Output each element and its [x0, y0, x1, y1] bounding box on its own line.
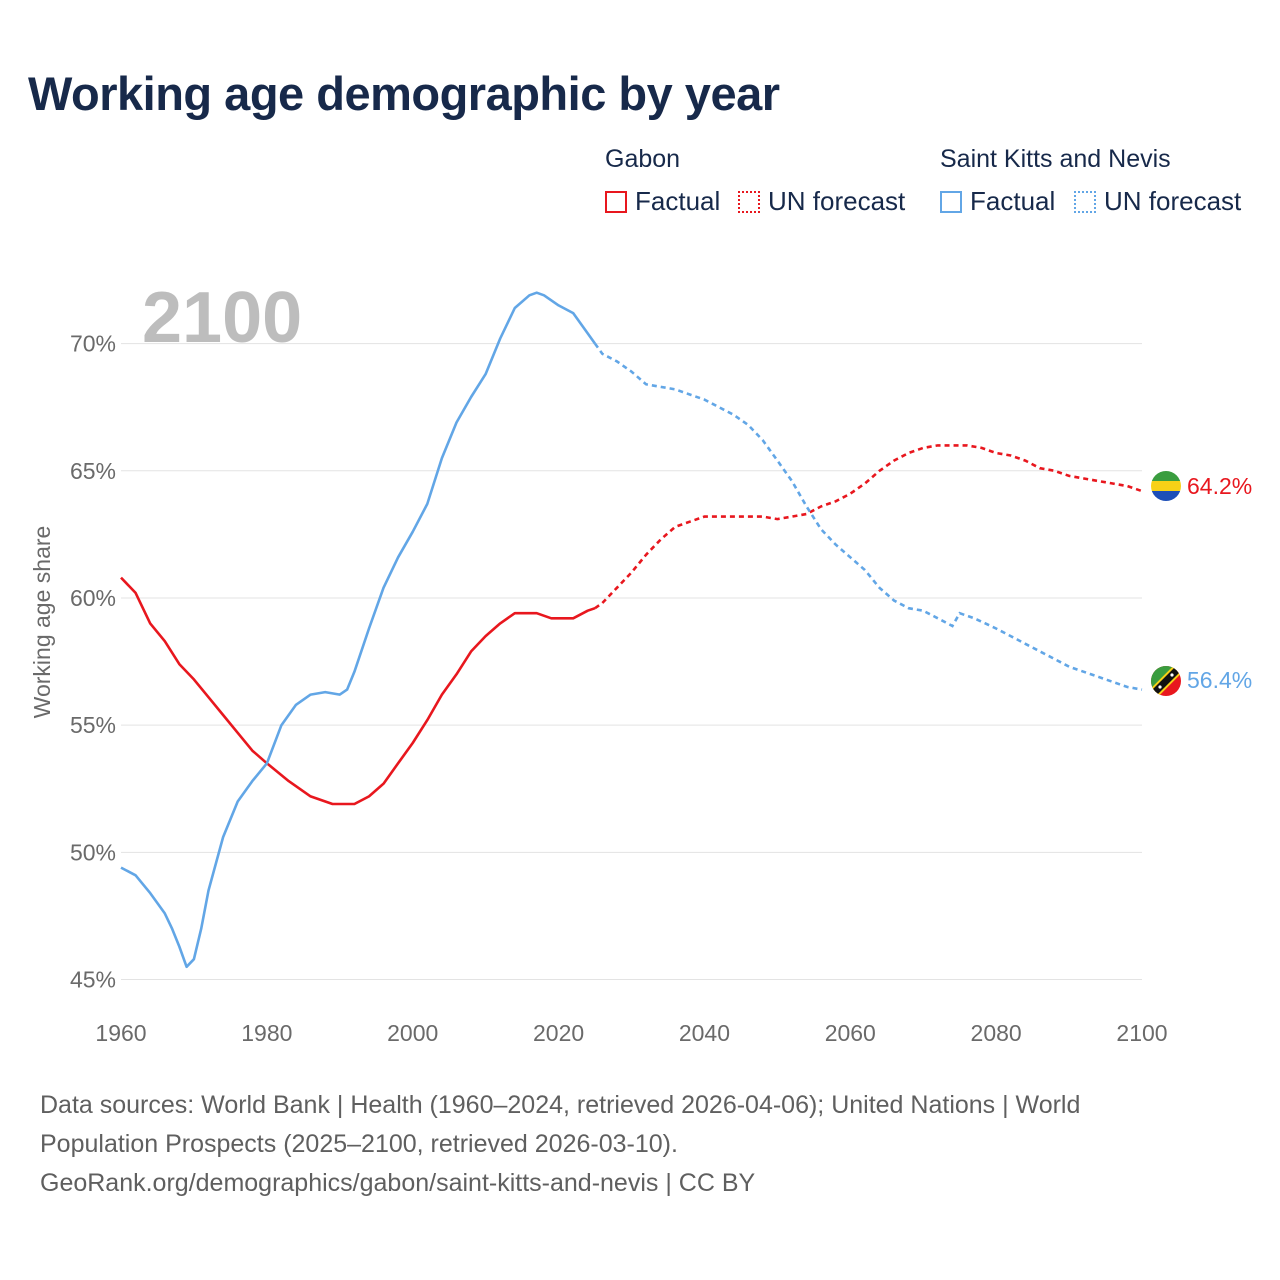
- y-tick-label: 50%: [70, 839, 116, 865]
- legend-skn-forecast-label: UN forecast: [1104, 186, 1242, 216]
- skn-factual-line[interactable]: [120, 291, 597, 969]
- legend-gabon-forecast-label: UN forecast: [768, 186, 906, 216]
- year-watermark: 2100: [142, 278, 302, 358]
- data-sources-footer: Data sources: World Bank | Health (1960–…: [40, 1086, 1220, 1203]
- gabon-forecast-line[interactable]: [594, 444, 1143, 610]
- skn-end-value-label: 56.4%: [1187, 667, 1252, 693]
- y-tick-label: 45%: [70, 967, 116, 993]
- x-tick-label: 2040: [679, 1020, 730, 1046]
- gabon-flag-icon: [1151, 471, 1181, 501]
- line-chart: 45% 50% 55% 60% 65% 70% 1960 1980 2000 2020 2040 20…: [29, 278, 1252, 1046]
- legend-gabon-factual[interactable]: Factual: [605, 186, 720, 217]
- legend-skn-factual-swatch: [940, 190, 962, 213]
- gabon-end-value-label: 64.2%: [1187, 473, 1252, 499]
- legend-skn-title: Saint Kitts and Nevis: [940, 145, 1171, 173]
- x-tick-label: 2060: [825, 1020, 876, 1046]
- x-tick-label: 2000: [387, 1020, 438, 1046]
- footer-line-1: Data sources: World Bank | Health (1960–…: [40, 1091, 1081, 1119]
- legend-gabon-title: Gabon: [605, 145, 681, 173]
- gabon-factual-line[interactable]: [120, 576, 596, 806]
- y-tick-label: 70%: [70, 331, 116, 357]
- legend-gabon-forecast-swatch: [738, 190, 760, 213]
- footer-line-2: Population Prospects (2025–2100, retriev…: [40, 1130, 678, 1158]
- saint-kitts-and-nevis-flag-icon: [1151, 666, 1181, 696]
- legend-gabon-factual-label: Factual: [635, 186, 721, 216]
- legend-skn-factual-label: Factual: [970, 186, 1056, 216]
- footer-line-3[interactable]: GeoRank.org/demographics/gabon/saint-kit…: [40, 1169, 756, 1197]
- y-tick-label: 55%: [70, 712, 116, 738]
- x-tick-label: 2080: [971, 1020, 1022, 1046]
- x-tick-label: 1960: [95, 1020, 146, 1046]
- x-tick-label: 1980: [241, 1020, 292, 1046]
- y-axis-label: Working age share: [29, 526, 55, 719]
- legend-skn-forecast[interactable]: UN forecast: [1074, 186, 1241, 217]
- y-tick-label: 65%: [70, 458, 116, 484]
- y-tick-label: 60%: [70, 585, 116, 611]
- legend-skn-forecast-swatch: [1074, 190, 1096, 213]
- legend-skn-factual[interactable]: Factual: [940, 186, 1055, 217]
- x-tick-label: 2020: [533, 1020, 584, 1046]
- chart-title: Working age demographic by year: [28, 67, 780, 120]
- legend-gabon-forecast[interactable]: UN forecast: [738, 186, 905, 217]
- skn-forecast-line[interactable]: [593, 342, 1143, 691]
- x-tick-label: 2100: [1116, 1020, 1167, 1046]
- legend-gabon-factual-swatch: [605, 190, 627, 213]
